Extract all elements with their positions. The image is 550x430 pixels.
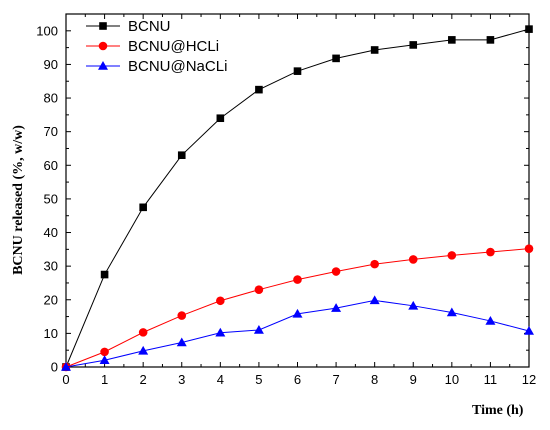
- data-point-bcnu-hcli: [138, 328, 148, 337]
- legend-marker-bcnu: [99, 22, 107, 30]
- data-point-bcnu-hcli: [408, 255, 418, 264]
- x-tick-label: 6: [294, 372, 301, 387]
- y-tick-label: 70: [44, 124, 58, 139]
- x-tick-label: 4: [217, 372, 224, 387]
- data-point-bcnu-nacli: [408, 300, 419, 310]
- x-tick-label: 12: [522, 372, 536, 387]
- legend-label-bcnu-hcli: BCNU@HCLi: [128, 38, 219, 55]
- data-point-bcnu-nacli: [331, 303, 342, 312]
- x-tick-label: 1: [101, 372, 108, 387]
- legend-label-bcnu: BCNU: [128, 18, 171, 35]
- data-point-bcnu: [448, 36, 456, 44]
- y-tick-label: 30: [44, 259, 58, 274]
- legend: BCNU BCNU@HCLi BCNU@NaCLi: [86, 18, 227, 75]
- data-point-bcnu-nacli: [176, 337, 187, 347]
- data-point-bcnu: [525, 25, 533, 33]
- data-point-bcnu: [100, 270, 109, 279]
- series-bcnu-hcli: [61, 244, 534, 372]
- legend-item-bcnu-hcli: BCNU@HCLi: [86, 38, 219, 55]
- x-axis-title: Time (h): [472, 403, 524, 418]
- data-point-bcnu-nacli: [138, 345, 149, 355]
- series-line-bcnu-hcli: [65, 248, 530, 368]
- series-bcnu: [62, 25, 533, 371]
- data-point-bcnu: [177, 151, 186, 159]
- data-point-bcnu: [216, 114, 225, 123]
- x-tick-label: 2: [140, 372, 147, 387]
- x-tick-label: 8: [371, 372, 378, 387]
- data-point-bcnu-hcli: [524, 244, 534, 253]
- y-tick-label: 20: [44, 292, 58, 307]
- data-point-bcnu: [486, 36, 495, 44]
- legend-item-bcnu: BCNU: [86, 18, 171, 35]
- y-tick-label: 90: [44, 57, 58, 72]
- data-point-bcnu-nacli: [292, 308, 303, 318]
- data-point-bcnu-nacli: [524, 326, 534, 335]
- legend-marker-bcnu-hcli: [98, 41, 108, 51]
- y-tick-label: 10: [44, 326, 58, 341]
- data-point-bcnu-hcli: [486, 247, 495, 257]
- data-point-bcnu-hcli: [447, 251, 457, 260]
- data-point-bcnu: [332, 54, 340, 63]
- y-tick-label: 0: [51, 360, 58, 375]
- x-tick-label: 0: [62, 372, 69, 387]
- data-point-bcnu: [293, 67, 302, 75]
- x-tick-label: 9: [410, 372, 417, 387]
- data-point-bcnu-nacli: [446, 307, 457, 317]
- data-point-bcnu-nacli: [61, 362, 71, 371]
- data-point-bcnu: [139, 203, 147, 212]
- y-axis-title: BCNU released (%, w/w): [11, 125, 26, 275]
- data-point-bcnu: [370, 46, 379, 54]
- x-tick-label: 5: [255, 372, 262, 387]
- data-point-bcnu-nacli: [369, 295, 380, 305]
- x-tick-label: 11: [484, 372, 498, 387]
- data-point-bcnu-hcli: [293, 275, 302, 284]
- data-point-bcnu-nacli: [253, 325, 264, 334]
- data-point-bcnu: [255, 85, 263, 94]
- x-tick-label: 7: [332, 372, 339, 387]
- legend-item-bcnu-nacli: BCNU@NaCLi: [86, 58, 227, 75]
- data-point-bcnu-hcli: [254, 285, 264, 294]
- legend-marker-bcnu-nacli: [98, 61, 108, 70]
- data-point-bcnu-hcli: [100, 347, 109, 357]
- x-tick-label: 3: [178, 372, 185, 387]
- data-point-bcnu-nacli: [485, 315, 496, 325]
- data-point-bcnu-nacli: [99, 355, 110, 365]
- data-point-bcnu-nacli: [215, 327, 226, 337]
- y-tick-label: 80: [44, 91, 58, 106]
- data-point-bcnu-hcli: [177, 311, 187, 320]
- x-tick-label: 10: [445, 372, 459, 387]
- y-tick-label: 50: [44, 191, 58, 206]
- series-layer: [61, 25, 534, 372]
- y-tick-label: 100: [36, 23, 58, 38]
- data-point-bcnu-hcli: [216, 296, 225, 306]
- data-point-bcnu-hcli: [370, 259, 379, 269]
- y-tick-label: 40: [44, 225, 58, 240]
- data-point-bcnu: [409, 41, 418, 49]
- data-point-bcnu-hcli: [331, 267, 341, 276]
- series-bcnu-nacli: [61, 295, 534, 371]
- y-tick-label: 60: [44, 158, 58, 173]
- legend-label-bcnu-nacli: BCNU@NaCLi: [128, 58, 227, 75]
